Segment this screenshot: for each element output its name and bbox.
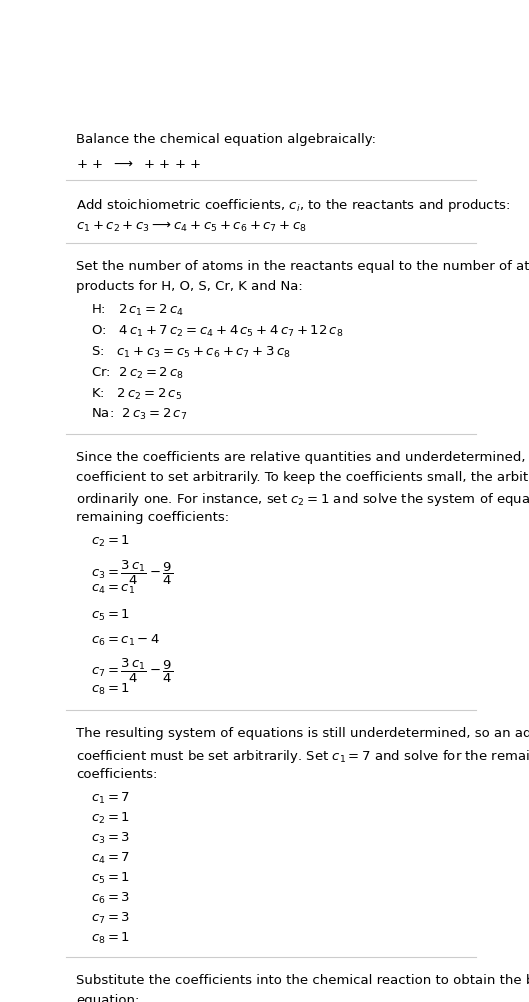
Text: Substitute the coefficients into the chemical reaction to obtain the balanced: Substitute the coefficients into the che… (76, 974, 529, 987)
Text: $c_3 = \dfrac{3\,c_1}{4} - \dfrac{9}{4}$: $c_3 = \dfrac{3\,c_1}{4} - \dfrac{9}{4}$ (91, 558, 173, 587)
Text: $c_2 = 1$: $c_2 = 1$ (91, 534, 130, 549)
Text: $c_4 = c_1$: $c_4 = c_1$ (91, 583, 135, 596)
Text: $c_5 = 1$: $c_5 = 1$ (91, 608, 130, 623)
Text: Since the coefficients are relative quantities and underdetermined, choose a: Since the coefficients are relative quan… (76, 451, 529, 464)
Text: $c_5 = 1$: $c_5 = 1$ (91, 871, 130, 886)
Text: $c_1 = 7$: $c_1 = 7$ (91, 791, 130, 806)
Text: $c_7 = \dfrac{3\,c_1}{4} - \dfrac{9}{4}$: $c_7 = \dfrac{3\,c_1}{4} - \dfrac{9}{4}$ (91, 657, 173, 685)
Text: coefficients:: coefficients: (76, 768, 158, 781)
Text: S:   $c_1 + c_3 = c_5 + c_6 + c_7 + 3\,c_8$: S: $c_1 + c_3 = c_5 + c_6 + c_7 + 3\,c_8… (91, 345, 290, 360)
Text: O:   $4\,c_1 + 7\,c_2 = c_4 + 4\,c_5 + 4\,c_7 + 12\,c_8$: O: $4\,c_1 + 7\,c_2 = c_4 + 4\,c_5 + 4\,… (91, 324, 343, 339)
Text: $c_3 = 3$: $c_3 = 3$ (91, 831, 130, 846)
Text: $c_6 = c_1 - 4$: $c_6 = c_1 - 4$ (91, 632, 160, 647)
Text: Set the number of atoms in the reactants equal to the number of atoms in the: Set the number of atoms in the reactants… (76, 260, 529, 273)
Text: $c_4 = 7$: $c_4 = 7$ (91, 851, 130, 866)
Text: $c_8 = 1$: $c_8 = 1$ (91, 682, 130, 697)
Text: ordinarily one. For instance, set $c_2 = 1$ and solve the system of equations fo: ordinarily one. For instance, set $c_2 =… (76, 491, 529, 508)
Text: products for H, O, S, Cr, K and Na:: products for H, O, S, Cr, K and Na: (76, 280, 303, 293)
Text: H:   $2\,c_1 = 2\,c_4$: H: $2\,c_1 = 2\,c_4$ (91, 303, 184, 319)
Text: coefficient to set arbitrarily. To keep the coefficients small, the arbitrary va: coefficient to set arbitrarily. To keep … (76, 471, 529, 484)
Text: $c_2 = 1$: $c_2 = 1$ (91, 811, 130, 826)
Text: remaining coefficients:: remaining coefficients: (76, 511, 230, 524)
Text: equation:: equation: (76, 994, 140, 1002)
Text: $c_8 = 1$: $c_8 = 1$ (91, 931, 130, 946)
Text: Add stoichiometric coefficients, $c_i$, to the reactants and products:: Add stoichiometric coefficients, $c_i$, … (76, 196, 510, 213)
Text: $c_6 = 3$: $c_6 = 3$ (91, 891, 130, 906)
Text: Cr:  $2\,c_2 = 2\,c_8$: Cr: $2\,c_2 = 2\,c_8$ (91, 366, 184, 381)
Text: $c_1 + c_2 + c_3 \longrightarrow c_4 + c_5 + c_6 + c_7 + c_8$: $c_1 + c_2 + c_3 \longrightarrow c_4 + c… (76, 219, 307, 233)
Text: $c_7 = 3$: $c_7 = 3$ (91, 911, 130, 926)
Text: Balance the chemical equation algebraically:: Balance the chemical equation algebraica… (76, 133, 376, 146)
Text: K:   $2\,c_2 = 2\,c_5$: K: $2\,c_2 = 2\,c_5$ (91, 387, 182, 402)
Text: The resulting system of equations is still underdetermined, so an additional: The resulting system of equations is sti… (76, 727, 529, 740)
Text: + +  $\longrightarrow$  + + + +: + + $\longrightarrow$ + + + + (76, 158, 202, 171)
Text: coefficient must be set arbitrarily. Set $c_1 = 7$ and solve for the remaining: coefficient must be set arbitrarily. Set… (76, 747, 529, 765)
Text: Na:  $2\,c_3 = 2\,c_7$: Na: $2\,c_3 = 2\,c_7$ (91, 407, 187, 423)
